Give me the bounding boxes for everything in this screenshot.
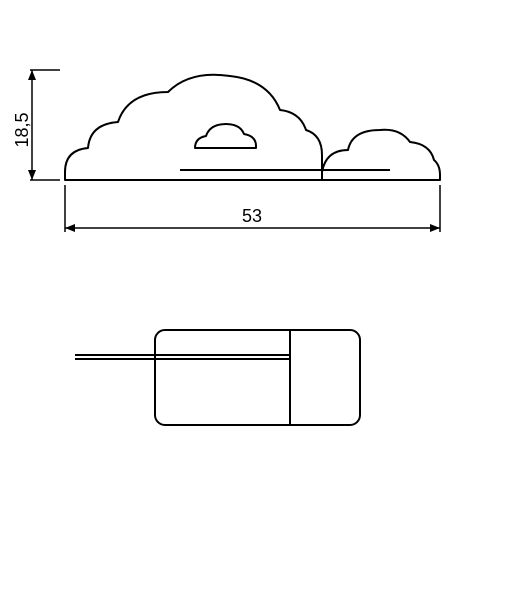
arrowhead [28,170,36,180]
body-outline [155,330,360,425]
arrowhead [430,224,440,232]
top-view [28,70,440,232]
bottom-view [75,330,360,425]
dim-label-height-top: 18,5 [12,112,32,147]
technical-drawing: 18,5 53 [0,0,529,600]
big-cloud-outline [65,75,322,180]
small-cloud-outline [322,130,440,180]
dim-label-width-top: 53 [242,206,262,226]
arrowhead [28,70,36,80]
inner-cloud-outline [195,124,256,148]
diagram-canvas: 18,5 53 [0,0,529,600]
arrowhead [65,224,75,232]
